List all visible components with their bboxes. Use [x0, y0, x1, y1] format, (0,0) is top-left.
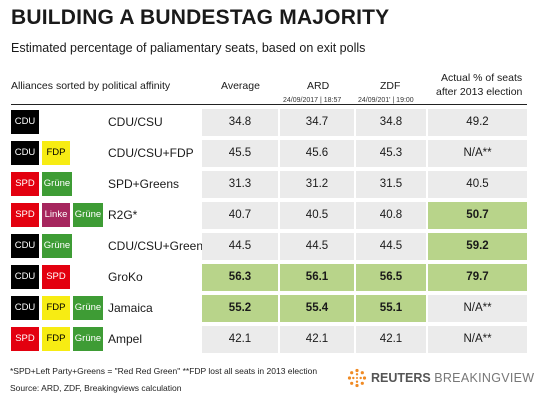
value-cell: 55.1 [356, 295, 426, 322]
value-cell: 44.5 [202, 233, 278, 260]
value-cell: 31.3 [202, 171, 278, 198]
value-cell: 40.5 [428, 171, 527, 198]
alliance-name: CDU/CSU+Greens [108, 239, 210, 253]
value-cell: 56.3 [202, 264, 278, 291]
party-badge: FDP [42, 327, 70, 351]
value-cell: 50.7 [428, 202, 527, 229]
alliance-name: CDU/CSU [108, 115, 163, 129]
party-badge: Grüne [42, 234, 72, 258]
party-badge: CDU [11, 265, 39, 289]
header-ard: ARD [307, 80, 330, 92]
party-badge: Grüne [73, 296, 103, 320]
table-row: SPD FDP Grüne Ampel 42.1 42.1 42.1 N/A** [0, 323, 534, 354]
party-badge: SPD [11, 327, 39, 351]
value-cell: N/A** [428, 326, 527, 353]
table-row: CDU FDP Grüne Jamaica 55.2 55.4 55.1 N/A** [0, 292, 534, 323]
table-row: SPD Grüne SPD+Greens 31.3 31.2 31.5 40.5 [0, 168, 534, 199]
party-badge: SPD [11, 203, 39, 227]
value-cell: 45.5 [202, 140, 278, 167]
value-cell: 55.4 [280, 295, 354, 322]
party-badge: FDP [42, 141, 70, 165]
value-cell: 34.8 [356, 109, 426, 136]
value-cell: 56.1 [280, 264, 354, 291]
value-cell: 59.2 [428, 233, 527, 260]
party-badge: Grüne [73, 203, 103, 227]
value-cell: 34.8 [202, 109, 278, 136]
party-badge: Grüne [73, 327, 103, 351]
value-cell: 34.7 [280, 109, 354, 136]
value-cell: 45.3 [356, 140, 426, 167]
table-row: CDU Grüne CDU/CSU+Greens 44.5 44.5 44.5 59.2 [0, 230, 534, 261]
party-badge: CDU [11, 110, 39, 134]
value-cell: 55.2 [202, 295, 278, 322]
value-cell: 45.6 [280, 140, 354, 167]
value-cell: 31.2 [280, 171, 354, 198]
header-zdf-time: 24/09/201' | 19:00 [358, 97, 414, 104]
value-cell: N/A** [428, 140, 527, 167]
table-row: SPD Linke Grüne R2G* 40.7 40.5 40.8 50.7 [0, 199, 534, 230]
chart-title: BUILDING A BUNDESTAG MAJORITY [11, 6, 390, 29]
value-cell: N/A** [428, 295, 527, 322]
chart-subtitle: Estimated percentage of paliamentary sea… [11, 41, 366, 55]
table-row: CDU CDU/CSU 34.8 34.7 34.8 49.2 [0, 106, 534, 137]
value-cell: 42.1 [202, 326, 278, 353]
value-cell: 79.7 [428, 264, 527, 291]
alliance-name: CDU/CSU+FDP [108, 146, 194, 160]
value-cell: 40.5 [280, 202, 354, 229]
party-badge: Grüne [42, 172, 72, 196]
table-row: CDU SPD GroKo 56.3 56.1 56.5 79.7 [0, 261, 534, 292]
header-divider [11, 104, 527, 105]
value-cell: 44.5 [356, 233, 426, 260]
source-note: Source: ARD, ZDF, Breakingviews calculat… [10, 383, 182, 393]
party-badge: SPD [42, 265, 70, 289]
alliance-name: Ampel [108, 332, 143, 346]
party-badge: Linke [42, 203, 70, 227]
header-actual-line2: after 2013 election [436, 86, 523, 98]
party-badge: CDU [11, 234, 39, 258]
alliance-name: Jamaica [108, 301, 153, 315]
header-average: Average [221, 80, 260, 92]
value-cell: 42.1 [356, 326, 426, 353]
logo-reuters-text: REUTERS [371, 371, 431, 385]
logo-breakingviews-text: BREAKINGVIEWS [434, 371, 534, 385]
value-cell: 42.1 [280, 326, 354, 353]
party-badge: FDP [42, 296, 70, 320]
header-alliances: Alliances sorted by political affinity [11, 80, 171, 92]
alliance-name: R2G* [108, 208, 138, 222]
party-badge: SPD [11, 172, 39, 196]
value-cell: 40.7 [202, 202, 278, 229]
value-cell: 40.8 [356, 202, 426, 229]
value-cell: 49.2 [428, 109, 527, 136]
header-zdf: ZDF [380, 80, 401, 92]
header-ard-time: 24/09/2017 | 18:57 [283, 97, 342, 104]
alliance-name: SPD+Greens [108, 177, 180, 191]
value-cell: 31.5 [356, 171, 426, 198]
table-row: CDU FDP CDU/CSU+FDP 45.5 45.6 45.3 N/A** [0, 137, 534, 168]
party-badge: CDU [11, 296, 39, 320]
value-cell: 44.5 [280, 233, 354, 260]
value-cell: 56.5 [356, 264, 426, 291]
alliance-name: GroKo [108, 270, 143, 284]
reuters-dots-icon [347, 368, 367, 388]
header-actual-line1: Actual % of seats [441, 72, 523, 84]
party-badge: CDU [11, 141, 39, 165]
footnote: *SPD+Left Party+Greens = "Red Red Green"… [10, 366, 318, 376]
